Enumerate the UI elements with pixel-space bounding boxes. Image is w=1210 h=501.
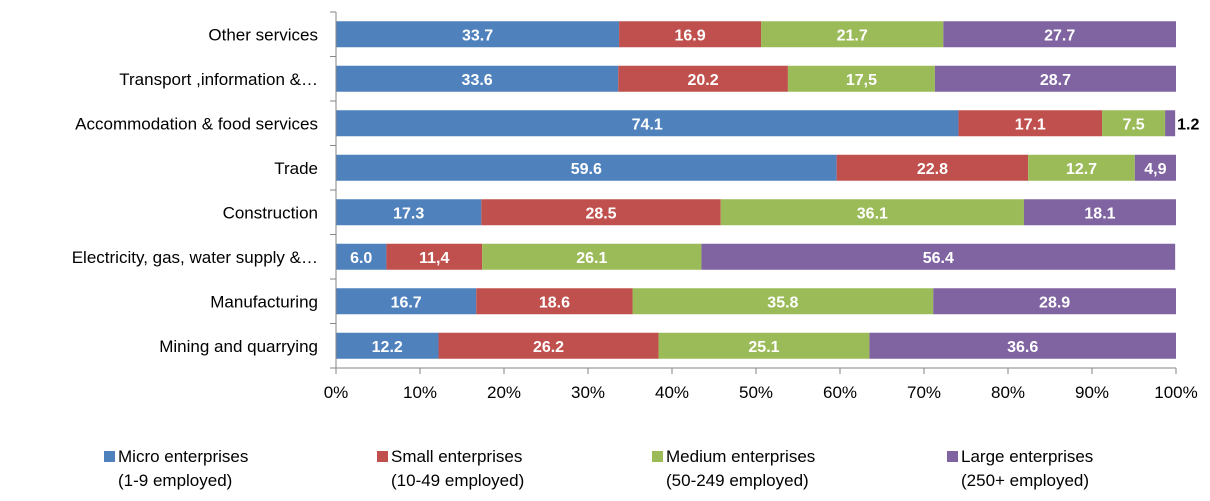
category-label: Construction [223, 203, 318, 222]
legend-swatch [947, 451, 958, 462]
bar-segment [1102, 110, 1166, 137]
x-tick-label: 0% [324, 383, 349, 402]
data-label: 25.1 [748, 339, 779, 356]
bar-segment [482, 243, 702, 270]
bar-segment [1023, 199, 1176, 226]
data-label: 28.9 [1039, 294, 1070, 311]
data-label: 22.8 [917, 161, 948, 178]
data-label: 21.7 [837, 27, 868, 44]
bar-segment [1134, 154, 1176, 181]
legend-label: Small enterprises [391, 447, 522, 466]
category-label: Trade [274, 159, 318, 178]
data-label: 35.8 [767, 294, 798, 311]
data-label: 16.9 [674, 27, 705, 44]
data-label: 17,5 [846, 72, 877, 89]
bar-segment [701, 243, 1176, 270]
bar-segment [1028, 154, 1135, 181]
legend-sublabel: (1-9 employed) [118, 471, 232, 490]
data-label: 12.7 [1066, 161, 1097, 178]
bar-segment [619, 21, 762, 48]
bar-segment [943, 21, 1176, 48]
bar-segment [336, 65, 619, 92]
bar-segment [336, 288, 477, 315]
bar-segment [336, 243, 387, 270]
bar-segment [836, 154, 1029, 181]
data-label: 36.1 [857, 205, 888, 222]
legend-label: Large enterprises [961, 447, 1093, 466]
bar-segment [958, 110, 1103, 137]
legend-sublabel: (250+ employed) [961, 471, 1089, 490]
bar-segment [336, 154, 837, 181]
data-label: 17.1 [1015, 116, 1046, 133]
data-label: 12.2 [372, 339, 403, 356]
bar-segment [481, 199, 721, 226]
category-label: Other services [208, 25, 318, 44]
x-tick-label: 30% [571, 383, 605, 402]
data-label: 28.5 [585, 205, 616, 222]
data-label: 26.1 [576, 250, 607, 267]
x-tick-label: 60% [823, 383, 857, 402]
data-label: 33.7 [462, 27, 493, 44]
bar-segment [632, 288, 934, 315]
bar-segment [336, 110, 959, 137]
data-label: 17.3 [393, 205, 424, 222]
data-label: 26.2 [533, 339, 564, 356]
data-label: 18.1 [1084, 205, 1115, 222]
x-tick-label: 10% [403, 383, 437, 402]
legend-label: Micro enterprises [118, 447, 248, 466]
data-label: 7.5 [1122, 116, 1144, 133]
bar-segment [476, 288, 633, 315]
data-label: 6.0 [350, 250, 372, 267]
category-label: Electricity, gas, water supply &… [72, 248, 318, 267]
x-tick-label: 100% [1154, 383, 1197, 402]
data-label: 59.6 [571, 161, 602, 178]
bar-segment [438, 332, 659, 359]
data-label: 36.6 [1007, 339, 1038, 356]
bar-segment [787, 65, 935, 92]
data-label: 11,4 [419, 250, 449, 267]
bar-segment [336, 332, 439, 359]
data-label: 56.4 [923, 250, 954, 267]
data-label: 28.7 [1040, 72, 1071, 89]
bar-segment [761, 21, 944, 48]
category-label: Mining and quarrying [159, 337, 318, 356]
x-tick-label: 40% [655, 383, 689, 402]
bar-segment [869, 332, 1176, 359]
data-label: 1.2 [1177, 116, 1199, 133]
bar-segment [336, 199, 482, 226]
bar-segment [933, 288, 1176, 315]
x-tick-label: 20% [487, 383, 521, 402]
x-tick-label: 70% [907, 383, 941, 402]
data-label: 74.1 [632, 116, 663, 133]
bar-segment [1165, 110, 1176, 137]
data-label: 33.6 [462, 72, 493, 89]
legend-sublabel: (10-49 employed) [391, 471, 524, 490]
bar-segment [934, 65, 1176, 92]
legend-swatch [104, 451, 115, 462]
data-label: 16.7 [391, 294, 422, 311]
legend-sublabel: (50-249 employed) [666, 471, 809, 490]
legend-label: Medium enterprises [666, 447, 815, 466]
legend-swatch [377, 451, 388, 462]
bar-segment [386, 243, 483, 270]
data-label: 27.7 [1044, 27, 1075, 44]
x-tick-label: 90% [1075, 383, 1109, 402]
legend-swatch [652, 451, 663, 462]
data-label: 4,9 [1144, 161, 1166, 178]
category-label: Transport ,information &… [119, 70, 318, 89]
data-label: 20.2 [688, 72, 719, 89]
x-tick-label: 50% [739, 383, 773, 402]
bar-segment [336, 21, 620, 48]
x-tick-label: 80% [991, 383, 1025, 402]
bar-segment [720, 199, 1024, 226]
bar-segment [618, 65, 788, 92]
data-label: 18.6 [539, 294, 570, 311]
bar-segment [658, 332, 870, 359]
category-label: Manufacturing [210, 292, 318, 311]
category-label: Accommodation & food services [75, 114, 318, 133]
